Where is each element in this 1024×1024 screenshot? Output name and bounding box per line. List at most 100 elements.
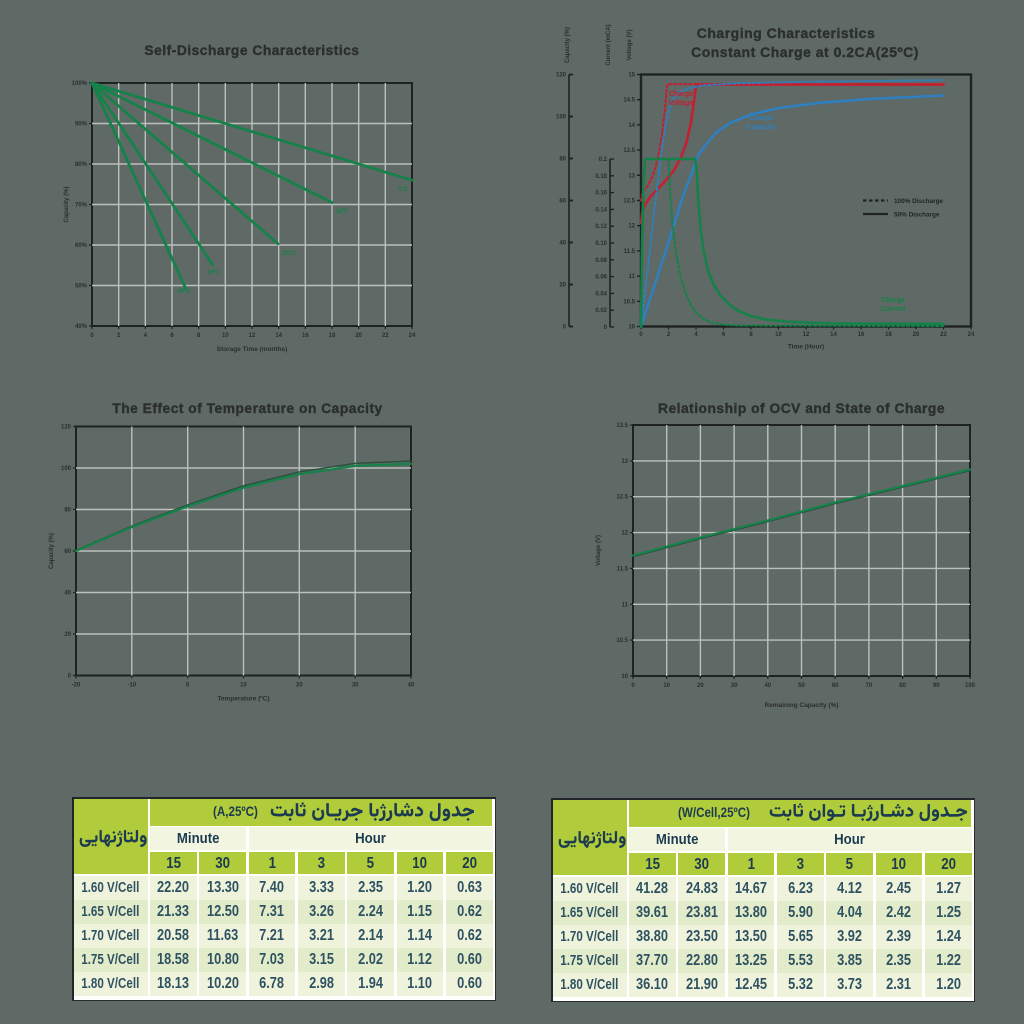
- svg-text:0.04: 0.04: [595, 291, 607, 297]
- svg-text:Temperature (ºC): Temperature (ºC): [217, 696, 269, 703]
- svg-text:Capacity (%): Capacity (%): [49, 533, 55, 569]
- svg-text:Self-Discharge Characteristics: Self-Discharge Characteristics: [144, 43, 359, 58]
- svg-text:8: 8: [749, 332, 753, 338]
- svg-text:10: 10: [222, 333, 229, 339]
- svg-text:40: 40: [764, 683, 771, 689]
- svg-text:6: 6: [170, 333, 174, 339]
- svg-text:0.18: 0.18: [595, 174, 607, 180]
- svg-text:40%: 40%: [75, 324, 88, 330]
- svg-text:Charge: Charge: [881, 297, 905, 304]
- svg-text:120: 120: [61, 425, 72, 431]
- svg-text:Current: Current: [880, 306, 906, 313]
- svg-text:30: 30: [352, 683, 359, 689]
- svg-text:13: 13: [628, 173, 635, 179]
- svg-text:6: 6: [722, 332, 726, 338]
- svg-text:11.5: 11.5: [624, 249, 636, 255]
- svg-text:0: 0: [563, 325, 567, 331]
- svg-text:2: 2: [117, 333, 121, 339]
- svg-text:13: 13: [621, 459, 628, 465]
- svg-text:12: 12: [628, 224, 635, 230]
- svg-text:0: 0: [186, 683, 190, 689]
- svg-text:The Effect of Temperature on C: The Effect of Temperature on Capacity: [112, 401, 382, 416]
- svg-text:0.08: 0.08: [595, 258, 607, 264]
- svg-text:11: 11: [629, 274, 636, 280]
- svg-text:Charging Characteristics: Charging Characteristics: [697, 25, 876, 41]
- svg-text:70: 70: [866, 683, 873, 689]
- svg-text:16: 16: [302, 333, 309, 339]
- svg-text:Time (Hour): Time (Hour): [788, 344, 824, 351]
- svg-text:80: 80: [899, 683, 906, 689]
- svg-text:10: 10: [240, 683, 247, 689]
- svg-text:12: 12: [621, 531, 628, 537]
- svg-text:120: 120: [556, 73, 567, 79]
- svg-text:11.5: 11.5: [617, 566, 629, 572]
- svg-text:0.06: 0.06: [595, 275, 607, 281]
- svg-text:2: 2: [667, 332, 671, 338]
- svg-text:Storage Time (months): Storage Time (months): [217, 346, 288, 353]
- svg-text:13.5: 13.5: [623, 148, 635, 154]
- svg-text:50%: 50%: [75, 284, 88, 290]
- svg-text:11: 11: [622, 602, 629, 608]
- svg-text:20: 20: [697, 683, 704, 689]
- svg-text:18: 18: [329, 333, 336, 339]
- svg-text:70%: 70%: [75, 203, 88, 209]
- svg-text:Charge: Charge: [669, 91, 693, 98]
- svg-text:0.10: 0.10: [595, 241, 607, 247]
- svg-text:40ºC: 40ºC: [177, 289, 191, 295]
- svg-text:20: 20: [913, 332, 920, 338]
- svg-text:40: 40: [64, 591, 71, 597]
- svg-text:20: 20: [296, 683, 303, 689]
- svg-text:60: 60: [64, 549, 71, 555]
- svg-text:60: 60: [559, 199, 566, 205]
- svg-text:60: 60: [832, 683, 839, 689]
- svg-text:14: 14: [830, 332, 837, 338]
- svg-text:4: 4: [144, 333, 148, 339]
- svg-text:18: 18: [885, 332, 892, 338]
- svg-text:50: 50: [798, 683, 805, 689]
- svg-text:8: 8: [197, 333, 201, 339]
- svg-text:Voltage (V): Voltage (V): [627, 30, 633, 61]
- svg-text:14: 14: [275, 333, 282, 339]
- svg-text:0.12: 0.12: [595, 224, 607, 230]
- svg-text:Remaining Capacity (%): Remaining Capacity (%): [764, 702, 838, 709]
- svg-text:Relationship of OCV and State: Relationship of OCV and State of Charge: [658, 401, 945, 416]
- svg-text:100%: 100%: [72, 81, 88, 87]
- svg-text:12: 12: [249, 333, 256, 339]
- svg-text:100: 100: [61, 466, 72, 472]
- svg-text:20: 20: [559, 283, 566, 289]
- svg-text:Current (mCA): Current (mCA): [606, 24, 612, 65]
- svg-text:90%: 90%: [75, 122, 88, 128]
- svg-text:4: 4: [694, 332, 698, 338]
- svg-text:10: 10: [621, 674, 628, 680]
- svg-text:10: 10: [628, 325, 635, 331]
- svg-text:0: 0: [90, 333, 94, 339]
- svg-text:24: 24: [968, 332, 975, 338]
- svg-text:60%: 60%: [75, 243, 88, 249]
- svg-text:10: 10: [663, 683, 670, 689]
- svg-text:12.5: 12.5: [623, 199, 635, 205]
- svg-text:30: 30: [731, 683, 738, 689]
- svg-text:40: 40: [559, 241, 566, 247]
- svg-text:16: 16: [858, 332, 865, 338]
- svg-text:30ºC: 30ºC: [206, 270, 220, 276]
- svg-text:80%: 80%: [75, 162, 88, 168]
- svg-text:Capacity (%): Capacity (%): [64, 186, 70, 222]
- svg-text:Constant Charge at 0.2CA(25ºC): Constant Charge at 0.2CA(25ºC): [691, 44, 919, 60]
- svg-text:0.14: 0.14: [595, 207, 607, 213]
- svg-text:14.5: 14.5: [623, 98, 635, 104]
- svg-text:100: 100: [556, 115, 567, 121]
- svg-text:0: 0: [604, 325, 608, 331]
- svg-text:13.5: 13.5: [616, 423, 628, 429]
- svg-text:15: 15: [628, 73, 635, 79]
- svg-text:20: 20: [64, 632, 71, 638]
- svg-text:90: 90: [933, 683, 940, 689]
- svg-text:80: 80: [559, 157, 566, 163]
- svg-text:12.5: 12.5: [616, 495, 628, 501]
- svg-text:Capacity: Capacity: [746, 124, 775, 131]
- svg-text:0.02: 0.02: [595, 308, 607, 314]
- svg-text:100: 100: [965, 683, 976, 689]
- svg-text:24: 24: [409, 333, 416, 339]
- svg-text:14: 14: [628, 123, 635, 129]
- svg-text:22: 22: [940, 332, 947, 338]
- svg-text:-20: -20: [72, 683, 81, 689]
